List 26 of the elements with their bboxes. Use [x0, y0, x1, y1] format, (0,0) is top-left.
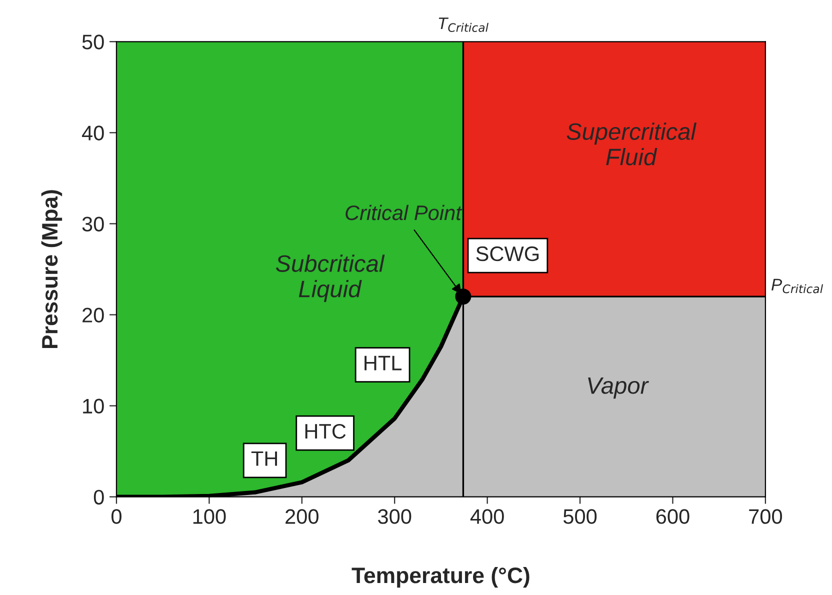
y-tick-label: 50 [82, 34, 104, 50]
y-tick-label: 30 [82, 216, 104, 232]
annotation: Vapor [588, 377, 649, 399]
annotation: HTC [305, 424, 346, 439]
y-tick-label: 40 [82, 126, 104, 140]
x-tick-label: 100 [193, 509, 226, 524]
x-tick-label: 600 [656, 509, 690, 524]
ref-line-label: T$_{Critical}$ [438, 18, 488, 32]
x-tick-label: 700 [749, 509, 782, 524]
x-axis-title: Temperature (°C) [352, 566, 530, 588]
x-tick-label: 0 [112, 509, 122, 524]
annotation: TH [251, 451, 277, 466]
annotation: HTL [364, 356, 402, 370]
annotation: Critical Point [346, 204, 462, 220]
x-tick-label: 400 [470, 509, 504, 524]
x-tick-label: 300 [378, 509, 412, 524]
y-tick-label: 10 [83, 398, 104, 414]
annotation: P$_{Critical}$ [772, 278, 824, 294]
y-axis-title: Pressure (Mpa) [41, 190, 62, 348]
annotation: Supercritical Fluid [566, 122, 696, 166]
y-tick-label: 20 [82, 308, 104, 323]
x-tick-label: 500 [563, 509, 597, 524]
x-tick-label: 200 [286, 509, 318, 524]
y-tick-label: 0 [94, 490, 104, 505]
annotation: Subcritical Liquid [276, 254, 385, 302]
annotation: SCWG [476, 246, 539, 262]
